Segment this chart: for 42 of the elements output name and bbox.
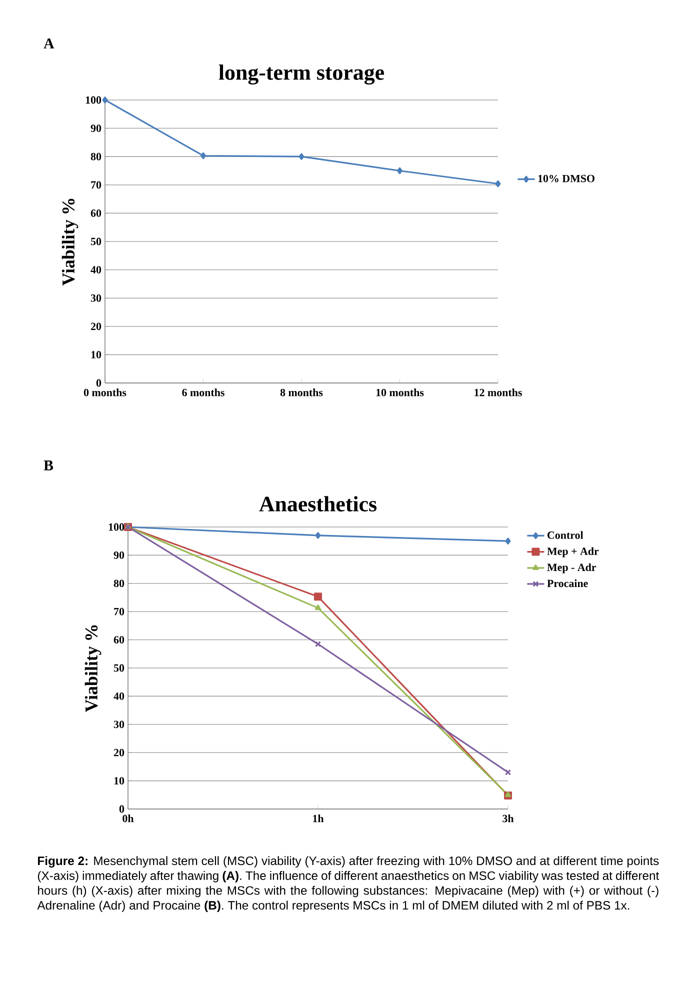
x-tick-label: 6 months [182,388,224,396]
legend-label: Control [548,531,584,539]
y-tick-label: 30 [114,720,124,728]
x-tick-label: 1h [313,814,324,822]
y-tick-label: 70 [91,181,102,189]
y-tick-label: 0 [96,379,102,387]
y-tick-label: 50 [114,664,124,672]
y-tick-label: 70 [114,608,124,616]
y-tick-label: 30 [90,294,102,302]
y-tick-label: 10 [114,777,124,784]
y-tick-label: 20 [90,322,102,330]
y-tick-label: 90 [114,552,124,559]
x-tick-label: 3h [502,814,514,822]
y-tick-label: 60 [90,209,102,217]
y-axis-title: Viability % [84,625,102,712]
y-tick-label: 40 [90,266,102,274]
y-tick-label: 80 [90,152,102,160]
x-tick-label: 10 months [376,388,424,396]
y-tick-label: 20 [114,748,124,756]
legend-label: Procaine [547,579,588,588]
y-tick-label: 90 [90,124,102,132]
x-tick-label: 0 months [84,388,126,396]
y-tick-label: 40 [114,692,124,700]
x-tick-label: 8 months [280,388,323,396]
y-axis-title: Viability % [62,198,78,286]
y-tick-label: 80 [114,580,124,588]
legend-label: Mep - Adr [547,563,596,574]
legend-label: Mep + Adr [547,547,599,558]
y-tick-label: 60 [114,636,124,644]
y-tick-label: 50 [90,238,102,246]
x-tick-label: 12 months [474,388,522,396]
legend-label: 10% DMSO [538,174,594,182]
text: Figure 2: Mesenchymal stem cell (MSC) viability (Y-axis) after freezing with 10% DMSO and at different time points (X-axis) immediately after thawing (A). The influence of different anaesthetics on MSC viability was tested at different hours (h) (X-axis) after mixing the MSCs with the following substances: Mepivacaine (Mep) with (+) or without (-) Adrenaline (Adr) and Procaine (B). The control represents MSCs in 1 ml of DMEM diluted with 2 ml of PBS 1x. [37,856,660,912]
y-tick-label: 100 [108,523,124,531]
y-tick-label: 100 [86,96,102,104]
y-tick-label: 0 [119,805,124,813]
chart-title: long-term storage [218,64,384,84]
y-tick-label: 10 [91,350,102,358]
text: A [44,38,54,48]
chart-title: Anaesthetics [259,496,377,512]
x-tick-label: 0h [122,814,134,822]
text: B [44,460,54,470]
